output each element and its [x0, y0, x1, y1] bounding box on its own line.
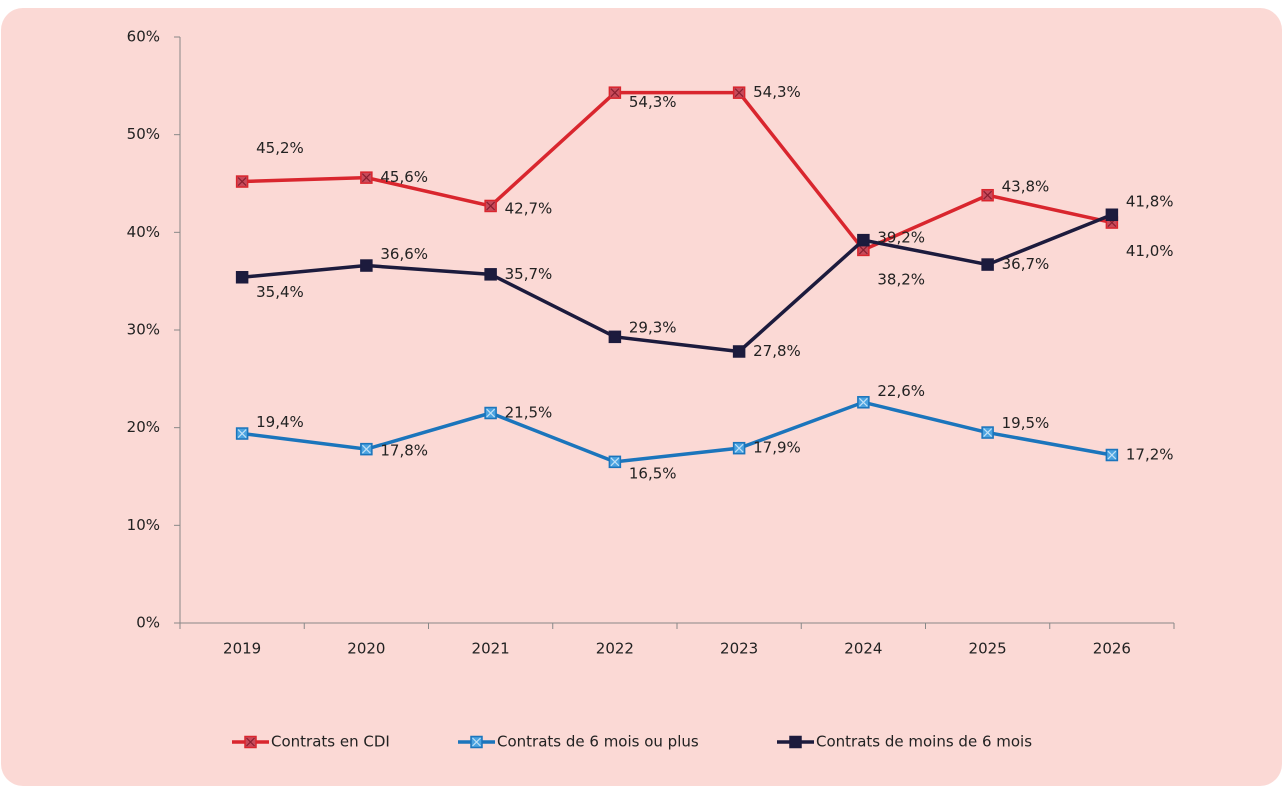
data-label: 29,3%: [629, 318, 677, 336]
marker-cross: [361, 444, 371, 454]
marker-cross: [858, 397, 868, 407]
x-tick-label: 2023: [720, 640, 758, 658]
x-tick-label: 2021: [472, 640, 510, 658]
data-label: 41,8%: [1126, 192, 1174, 210]
series-line: [242, 90, 1113, 253]
background: [1, 8, 1282, 786]
data-label: 38,2%: [877, 270, 925, 288]
data-label: 54,3%: [753, 83, 801, 101]
data-label: 54,3%: [629, 93, 677, 111]
marker-cross: [237, 177, 247, 186]
legend-label: Contrats en CDI: [271, 733, 390, 751]
data-label: 16,5%: [629, 464, 677, 482]
y-tick-label: 10%: [127, 516, 160, 534]
marker-cross: [237, 429, 247, 438]
x-tick-label: 2024: [844, 640, 882, 658]
x-tick-label: 2019: [223, 640, 261, 658]
marker-cross: [361, 173, 371, 183]
marker: [360, 259, 373, 272]
data-label: 22,6%: [877, 382, 925, 400]
data-label: 17,8%: [380, 442, 428, 460]
marker: [857, 233, 870, 247]
data-label: 17,9%: [753, 439, 801, 457]
data-label: 19,4%: [256, 413, 304, 431]
data-label: 35,7%: [505, 265, 553, 283]
marker: [608, 330, 622, 344]
marker: [235, 271, 249, 284]
data-label: 39,2%: [877, 229, 925, 247]
y-tick-label: 60%: [127, 28, 160, 46]
marker-cross: [734, 443, 744, 453]
marker: [732, 345, 746, 358]
x-tick-label: 2025: [969, 640, 1007, 658]
marker-cross: [472, 737, 481, 747]
data-label: 17,2%: [1126, 446, 1174, 464]
data-label: 35,4%: [256, 283, 304, 301]
marker-cross: [858, 245, 868, 255]
y-tick-label: 20%: [127, 418, 160, 436]
y-tick-label: 0%: [136, 614, 160, 632]
data-label: 36,7%: [1002, 255, 1050, 273]
marker: [981, 258, 994, 271]
x-tick-label: 2022: [596, 640, 634, 658]
marker-cross: [734, 88, 744, 98]
series-line: [241, 400, 1113, 464]
data-label: 45,2%: [256, 139, 304, 157]
data-label: 43,8%: [1002, 178, 1050, 196]
y-tick-label: 50%: [127, 125, 160, 143]
marker-cross: [983, 190, 993, 200]
x-tick-label: 2020: [347, 640, 385, 658]
data-label: 21,5%: [505, 404, 553, 422]
legend-label: Contrats de 6 mois ou plus: [497, 733, 699, 751]
legend-label: Contrats de moins de 6 mois: [816, 733, 1032, 751]
data-label: 36,6%: [380, 245, 428, 263]
marker-cross: [610, 88, 620, 98]
data-label: 19,5%: [1002, 414, 1050, 432]
data-label: 41,0%: [1126, 242, 1174, 260]
marker: [484, 268, 497, 281]
data-label: 27,8%: [753, 342, 801, 360]
data-label: 42,7%: [505, 199, 553, 217]
series-line: [241, 213, 1113, 354]
marker-cross: [246, 737, 255, 747]
marker: [1105, 208, 1119, 222]
data-label: 45,6%: [380, 168, 428, 186]
x-tick-label: 2026: [1093, 640, 1131, 658]
marker-cross: [486, 201, 496, 211]
y-tick-label: 30%: [127, 321, 160, 339]
marker-cross: [983, 428, 993, 437]
marker: [789, 735, 802, 749]
marker-cross: [486, 408, 496, 418]
marker-cross: [610, 457, 620, 467]
y-tick-label: 40%: [127, 223, 160, 241]
marker-cross: [1107, 450, 1117, 460]
